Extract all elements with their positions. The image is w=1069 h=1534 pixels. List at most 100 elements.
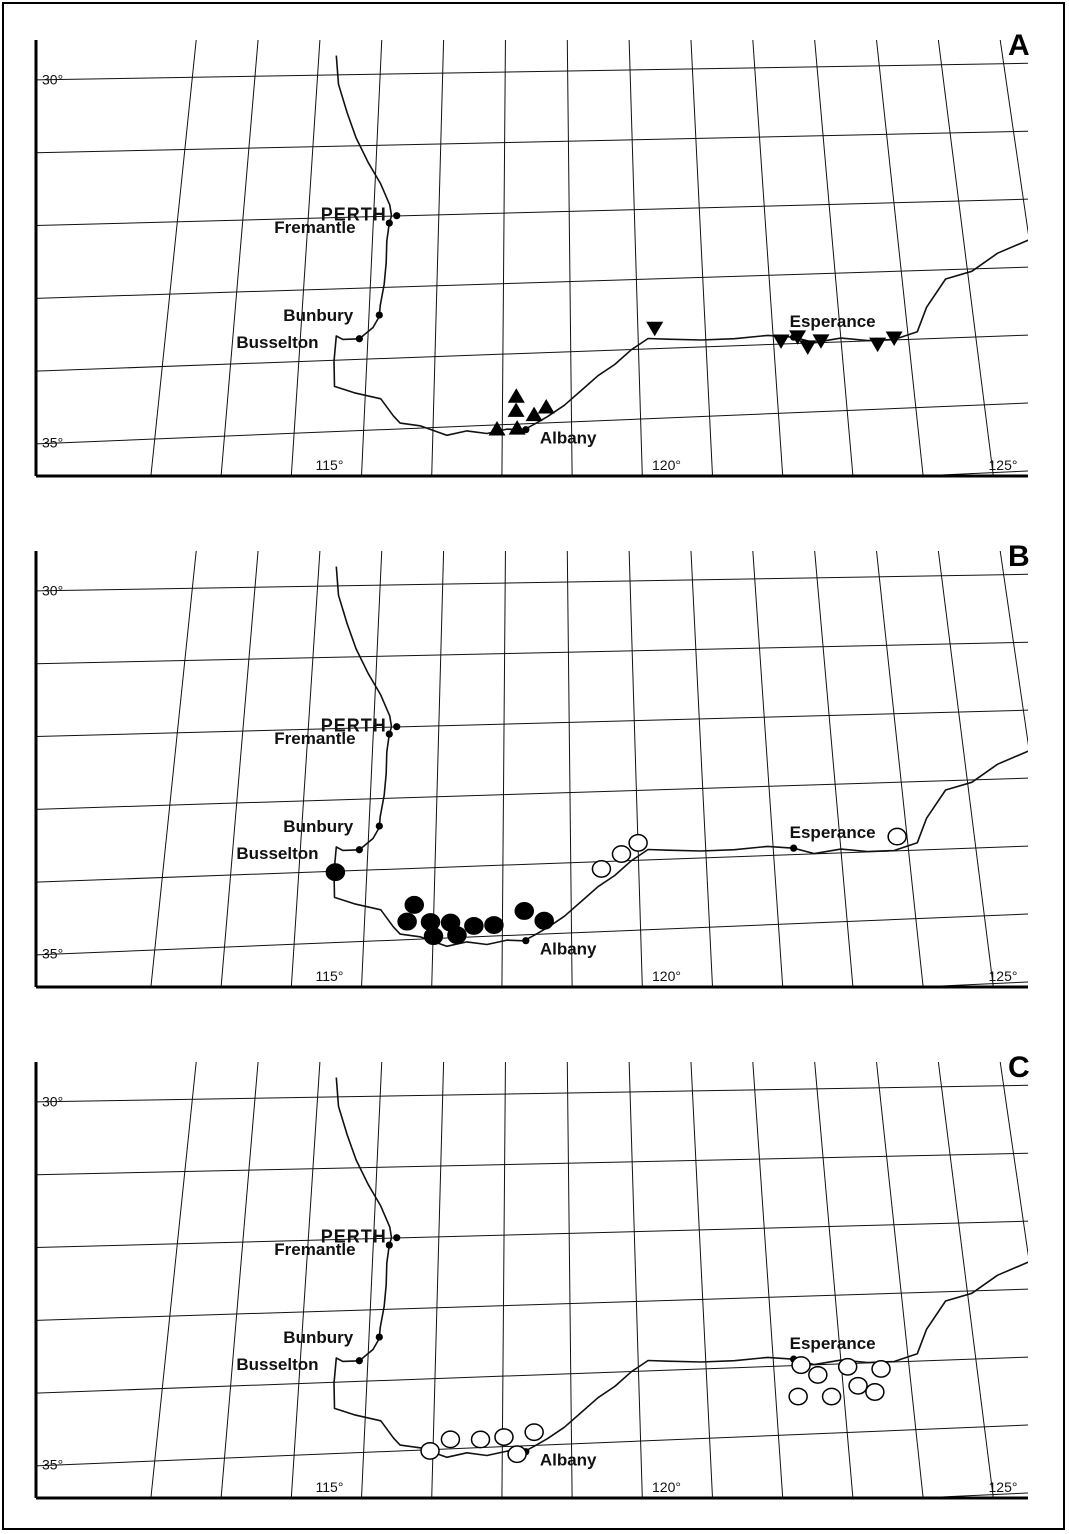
parallel-line: [36, 1220, 1028, 1249]
lon-label: 115°: [316, 457, 344, 473]
meridian-line: [752, 551, 784, 987]
record-circle-open: [440, 1430, 461, 1449]
meridian-line: [876, 1062, 924, 1498]
record-triangle-down: [799, 340, 817, 355]
record-triangle-down: [789, 330, 807, 345]
lon-label: 125°: [989, 457, 1018, 473]
town-label: Fremantle: [274, 1240, 355, 1259]
meridian-line: [566, 1062, 573, 1498]
lon-label: 115°: [316, 968, 344, 984]
meridian-line: [752, 1062, 784, 1498]
meridian-line: [150, 551, 197, 987]
parallel-line: [36, 1424, 1028, 1467]
town-label: Bunbury: [283, 306, 353, 325]
record-circle-open: [865, 1383, 885, 1401]
meridian-line: [431, 1062, 445, 1498]
meridian-line: [814, 551, 854, 987]
meridian-line: [431, 40, 445, 476]
record-circle-open: [628, 833, 648, 852]
meridian-line: [814, 40, 854, 476]
parallel-line: [36, 1152, 1028, 1176]
meridian-line: [937, 40, 994, 476]
record-circle-open: [871, 1359, 891, 1378]
record-circle-open: [420, 1441, 440, 1460]
lat-label: 30°: [42, 582, 63, 598]
parallel-line: [36, 130, 1028, 154]
meridian-line: [566, 551, 573, 987]
lon-label: 125°: [989, 968, 1018, 984]
graticule: [31, 506, 1069, 992]
meridian-line: [1061, 546, 1069, 992]
record-triangle-down: [646, 321, 664, 337]
record-circle-open: [507, 1445, 527, 1464]
lon-label: 125°: [989, 1479, 1018, 1495]
meridian-line: [566, 40, 573, 476]
record-triangle-down: [885, 331, 903, 346]
lat-label: 35°: [42, 435, 63, 451]
lon-label: 120°: [652, 457, 681, 473]
record-circle-filled: [514, 902, 535, 920]
town-dot: [355, 335, 363, 343]
parallel-line: [36, 62, 1028, 81]
meridian-line: [690, 1062, 714, 1498]
lat-label: 35°: [42, 946, 63, 962]
town-label: PERTH: [321, 716, 387, 736]
meridian-line: [501, 40, 506, 476]
meridian-line: [290, 551, 321, 987]
record-triangle-up: [507, 402, 525, 417]
town-label: Bunbury: [283, 817, 353, 836]
record-triangle-down: [772, 334, 790, 349]
town-label: Fremantle: [274, 218, 355, 237]
meridian-line: [937, 551, 994, 987]
panel-letter: C: [1008, 1051, 1030, 1084]
lat-label: 30°: [42, 71, 63, 87]
record-triangle-up: [508, 420, 526, 435]
record-circle-open: [808, 1365, 828, 1384]
meridian-line: [628, 551, 643, 987]
record-circle-open: [791, 1356, 811, 1375]
record-triangle-up: [488, 421, 506, 436]
town-dot: [393, 1234, 401, 1242]
parallel-line: [36, 198, 1028, 227]
record-circle-open: [591, 859, 612, 878]
meridian-line: [814, 1062, 854, 1498]
meridian-line: [1061, 1057, 1069, 1503]
town-dot: [522, 426, 530, 434]
town-dot: [790, 844, 798, 852]
record-circle-open: [788, 1387, 808, 1406]
lon-label: 120°: [652, 968, 681, 984]
record-circle-filled: [484, 916, 504, 934]
town-label: Esperance: [790, 1334, 876, 1353]
coastline: [333, 55, 1028, 437]
meridian-line: [150, 40, 197, 476]
record-circle-open: [524, 1423, 544, 1442]
town-label: PERTH: [321, 1227, 387, 1247]
record-triangle-up: [525, 406, 543, 422]
parallel-line: [31, 0, 1033, 7]
meridian-line: [290, 40, 321, 476]
record-circle-open: [837, 1357, 858, 1376]
lat-label: 30°: [42, 1093, 63, 1109]
parallel-line: [31, 506, 1033, 518]
record-triangle-down: [869, 337, 887, 353]
record-circle-open: [611, 845, 632, 864]
record-circle-filled: [534, 911, 554, 930]
parallel-line: [36, 913, 1028, 956]
record-circle-filled: [397, 912, 417, 931]
coastline: [333, 566, 1028, 948]
record-circle-filled: [464, 916, 484, 935]
town-dot: [522, 937, 530, 945]
town-label: PERTH: [321, 205, 387, 225]
lat-label: 35°: [42, 1457, 63, 1473]
town-label: Albany: [540, 940, 597, 959]
meridian-line: [628, 40, 643, 476]
meridian-line: [999, 1062, 1028, 1257]
town-dot: [385, 219, 393, 227]
meridian-line: [876, 551, 924, 987]
panel-letter: B: [1008, 540, 1030, 573]
record-circle-filled: [325, 863, 346, 882]
meridian-line: [220, 1062, 259, 1498]
parallel-line: [36, 777, 1028, 810]
